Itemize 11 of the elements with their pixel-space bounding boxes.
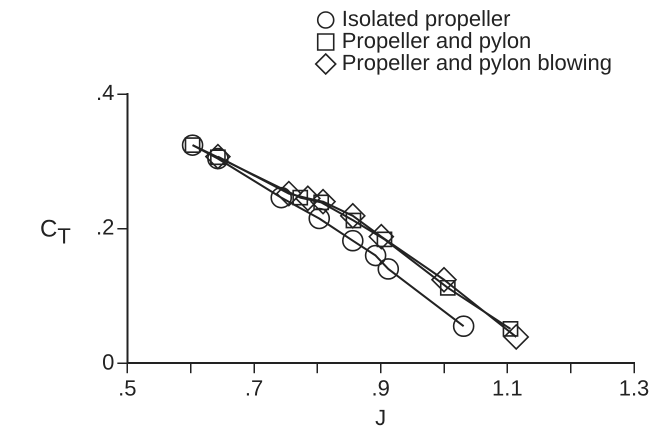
x-tick-label: .9: [371, 375, 390, 400]
x-tick-label: 1.3: [618, 375, 650, 400]
y-tick-label: 0: [102, 349, 114, 374]
x-tick-label: .7: [244, 375, 264, 400]
y-tick-label: .4: [96, 80, 114, 106]
x-tick-label: 1.1: [492, 375, 523, 400]
x-axis-title: J: [375, 404, 386, 430]
x-tick-label: .5: [118, 375, 137, 400]
y-axis-title: CT: [40, 216, 71, 249]
legend-label: Isolated propeller: [342, 6, 510, 32]
y-tick-label: .2: [96, 214, 114, 240]
